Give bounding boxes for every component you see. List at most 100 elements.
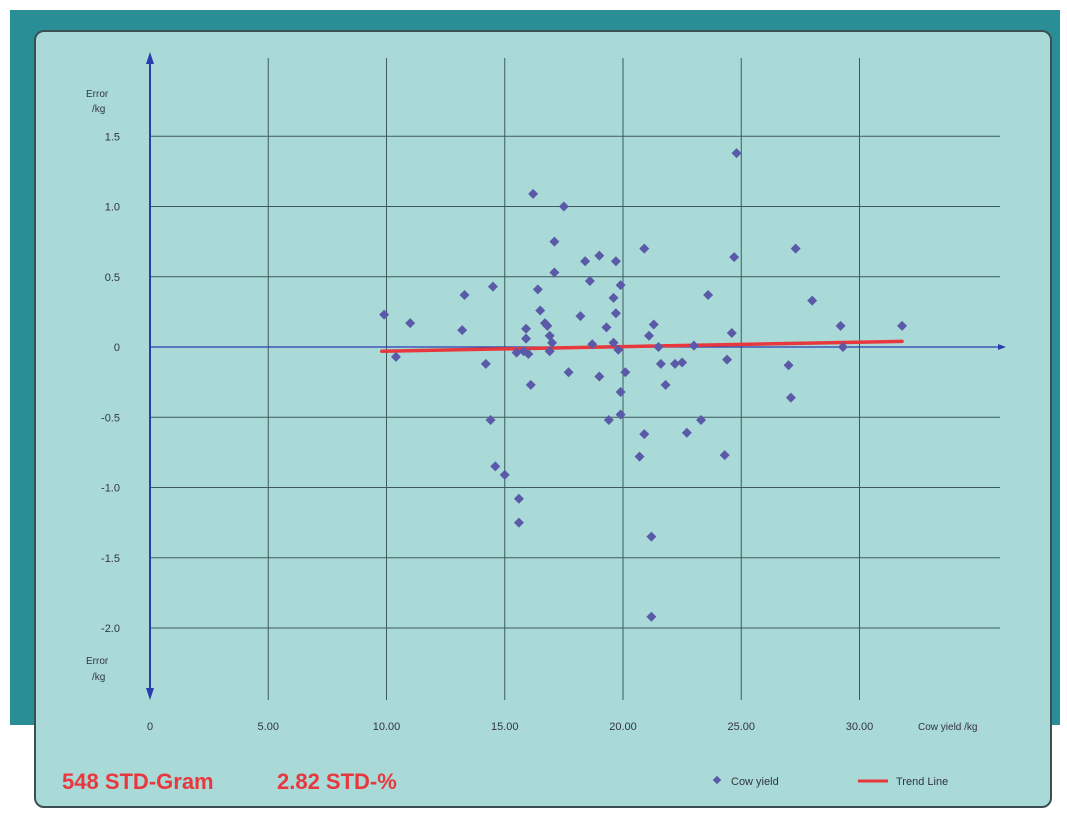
data-point [726, 327, 737, 338]
data-point [783, 360, 794, 371]
data-point [544, 346, 555, 357]
data-point [610, 308, 621, 319]
x-axis-arrow [998, 344, 1006, 350]
data-point [513, 493, 524, 504]
data-point [601, 322, 612, 333]
data-point [696, 415, 707, 426]
data-point [613, 344, 624, 355]
data-point [731, 148, 742, 159]
data-point [703, 290, 714, 301]
data-point [525, 379, 536, 390]
x-tick-label: 20.00 [609, 721, 637, 733]
y-tick-label: -2.0 [101, 623, 120, 635]
data-point [729, 252, 740, 263]
data-point [490, 461, 501, 472]
data-point [563, 367, 574, 378]
data-point [837, 342, 848, 352]
y-axis-title-top-line2: /kg [92, 104, 105, 115]
data-point [785, 392, 796, 403]
data-point [807, 295, 818, 306]
chart-panel [34, 30, 1052, 808]
grid [150, 58, 1000, 700]
x-tick-label: 5.00 [258, 721, 279, 733]
data-point [688, 340, 699, 351]
y-tick-label: -1.5 [101, 553, 120, 565]
x-tick-label: 25.00 [727, 721, 755, 733]
data-point [457, 325, 468, 336]
data-point [615, 280, 626, 291]
data-point [480, 358, 491, 369]
std-gram-stat: 548 STD-Gram [62, 769, 214, 794]
data-point [485, 415, 496, 426]
data-point [615, 386, 626, 397]
data-point [646, 531, 657, 542]
data-point [790, 243, 801, 254]
data-point [542, 320, 553, 331]
data-point [615, 409, 626, 420]
data-point [584, 275, 595, 286]
data-point [660, 379, 671, 390]
legend-trend-line-label: Trend Line [896, 776, 948, 788]
y-tick-label: 0.5 [105, 272, 120, 284]
data-point [639, 429, 650, 440]
y-axis-title-bottom-line1: Error [86, 656, 109, 667]
data-point [719, 450, 730, 461]
data-point [897, 320, 908, 331]
data-point [558, 201, 569, 212]
data-point [535, 305, 546, 316]
data-point [681, 427, 692, 438]
y-axis-title-bottom-line2: /kg [92, 672, 105, 683]
data-point [610, 256, 621, 267]
data-point [575, 311, 586, 322]
data-point [644, 330, 655, 341]
data-point [511, 347, 522, 358]
data-point [549, 267, 560, 278]
data-point [648, 319, 659, 330]
data-point [513, 517, 524, 528]
std-percent-stat: 2.82 STD-% [277, 769, 397, 794]
data-point [670, 358, 681, 369]
y-tick-label: -1.0 [101, 483, 120, 495]
trend-line-layer [380, 339, 904, 353]
axes [146, 52, 1006, 700]
y-tick-label: -0.5 [101, 412, 120, 424]
data-point [487, 281, 498, 292]
data-point [523, 349, 534, 360]
data-point [499, 469, 510, 480]
data-point [603, 415, 614, 426]
legend: Cow yield Trend Line [712, 775, 948, 788]
data-point [594, 250, 605, 261]
y-axis-title-top-line1: Error [86, 89, 109, 100]
data-point [549, 236, 560, 247]
y-axis-arrow-bottom [146, 688, 154, 700]
y-tick-label: 0 [114, 342, 120, 354]
x-axis-title: Cow yield /kg [918, 722, 977, 733]
data-point [639, 243, 650, 254]
y-tick-label: 1.0 [105, 202, 120, 214]
tick-labels: 0 5.00 10.00 15.00 20.00 25.00 30.00 1.5 1.0 0.5 0… [101, 131, 873, 733]
legend-cow-yield-marker [712, 775, 722, 785]
data-point [390, 351, 401, 362]
x-tick-label: 10.00 [373, 721, 401, 733]
data-point [405, 318, 416, 329]
data-point [620, 367, 631, 378]
y-axis-arrow-top [146, 52, 154, 64]
data-point [594, 371, 605, 382]
data-point [608, 292, 619, 303]
data-point [634, 451, 645, 462]
data-point [521, 323, 532, 334]
data-point [532, 284, 543, 295]
data-point [722, 354, 733, 365]
data-point [655, 358, 666, 369]
trend-line [380, 339, 904, 353]
data-point [653, 342, 664, 352]
data-point [580, 256, 591, 267]
data-point [379, 309, 390, 320]
data-point [528, 188, 539, 199]
data-points [379, 148, 908, 622]
data-point [587, 339, 598, 350]
y-tick-label: 1.5 [105, 131, 120, 143]
data-point [646, 611, 657, 622]
data-point [521, 333, 532, 344]
